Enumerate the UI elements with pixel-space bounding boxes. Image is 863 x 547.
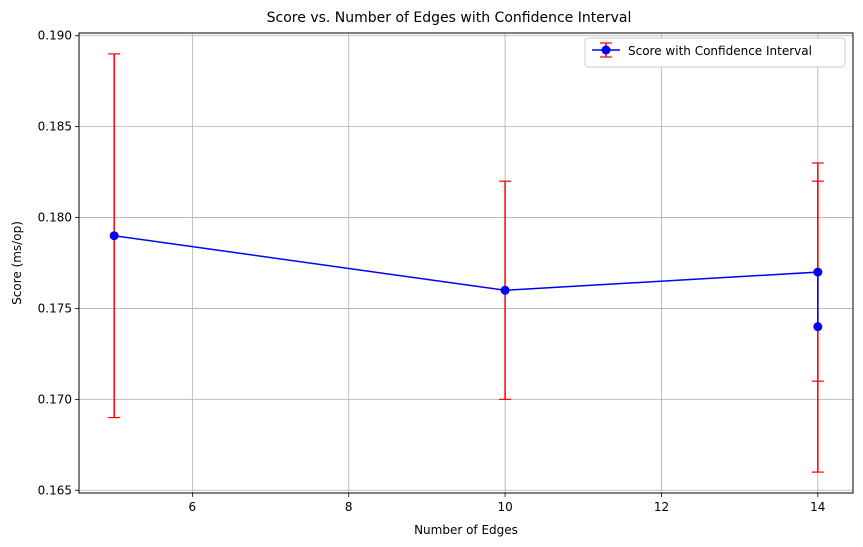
series-layer bbox=[108, 53, 824, 473]
x-tick-label: 6 bbox=[189, 500, 197, 514]
legend-box bbox=[584, 37, 846, 68]
legend-label: Score with Confidence Interval bbox=[628, 44, 812, 58]
y-tick-label: 0.185 bbox=[38, 120, 72, 134]
x-tick-label: 12 bbox=[654, 500, 669, 514]
data-point bbox=[813, 322, 823, 332]
x-tick-label: 8 bbox=[345, 500, 353, 514]
legend-marker-swatch bbox=[601, 45, 611, 55]
y-tick-label: 0.180 bbox=[38, 211, 72, 225]
x-tick-label: 14 bbox=[810, 500, 825, 514]
y-tick-label: 0.175 bbox=[38, 301, 72, 315]
y-tick-label: 0.165 bbox=[38, 483, 72, 497]
series-line bbox=[114, 234, 819, 327]
y-tick-label: 0.190 bbox=[38, 29, 72, 43]
data-point bbox=[813, 267, 823, 277]
ticks-layer: 6 8 10 12 14 0.165 0.170 0.175 0.180 0.185 0.190 bbox=[38, 29, 826, 514]
legend: Score with Confidence Interval bbox=[584, 37, 846, 68]
chart-title: Score vs. Number of Edges with Confidenc… bbox=[267, 10, 632, 26]
plot-frame bbox=[78, 32, 854, 494]
y-axis-label: Score (ms/op) bbox=[10, 221, 24, 305]
data-point bbox=[109, 231, 119, 241]
x-tick-label: 10 bbox=[497, 500, 512, 514]
data-point bbox=[500, 285, 510, 295]
x-axis-label: Number of Edges bbox=[414, 523, 518, 537]
y-tick-label: 0.170 bbox=[38, 392, 72, 406]
grid-layer bbox=[79, 33, 853, 493]
